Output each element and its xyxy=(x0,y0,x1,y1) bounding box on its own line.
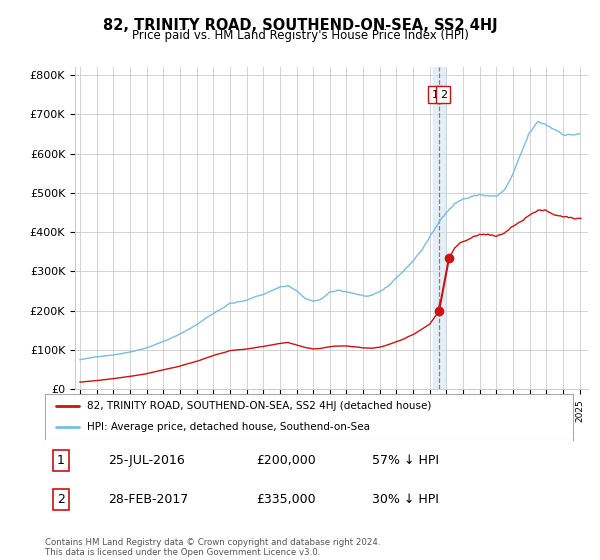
Text: 1: 1 xyxy=(431,90,439,100)
Text: £200,000: £200,000 xyxy=(256,454,316,467)
Text: 82, TRINITY ROAD, SOUTHEND-ON-SEA, SS2 4HJ (detached house): 82, TRINITY ROAD, SOUTHEND-ON-SEA, SS2 4… xyxy=(87,401,431,411)
Text: 2: 2 xyxy=(440,90,447,100)
Text: 57% ↓ HPI: 57% ↓ HPI xyxy=(373,454,439,467)
Text: 30% ↓ HPI: 30% ↓ HPI xyxy=(373,493,439,506)
Text: 25-JUL-2016: 25-JUL-2016 xyxy=(109,454,185,467)
Text: Price paid vs. HM Land Registry's House Price Index (HPI): Price paid vs. HM Land Registry's House … xyxy=(131,29,469,42)
Text: 82, TRINITY ROAD, SOUTHEND-ON-SEA, SS2 4HJ: 82, TRINITY ROAD, SOUTHEND-ON-SEA, SS2 4… xyxy=(103,18,497,33)
Text: Contains HM Land Registry data © Crown copyright and database right 2024.
This d: Contains HM Land Registry data © Crown c… xyxy=(45,538,380,557)
Text: HPI: Average price, detached house, Southend-on-Sea: HPI: Average price, detached house, Sout… xyxy=(87,422,370,432)
Text: 2: 2 xyxy=(57,493,65,506)
Text: 28-FEB-2017: 28-FEB-2017 xyxy=(109,493,188,506)
Text: £335,000: £335,000 xyxy=(256,493,316,506)
Bar xyxy=(433,67,445,389)
Text: 1: 1 xyxy=(57,454,65,467)
